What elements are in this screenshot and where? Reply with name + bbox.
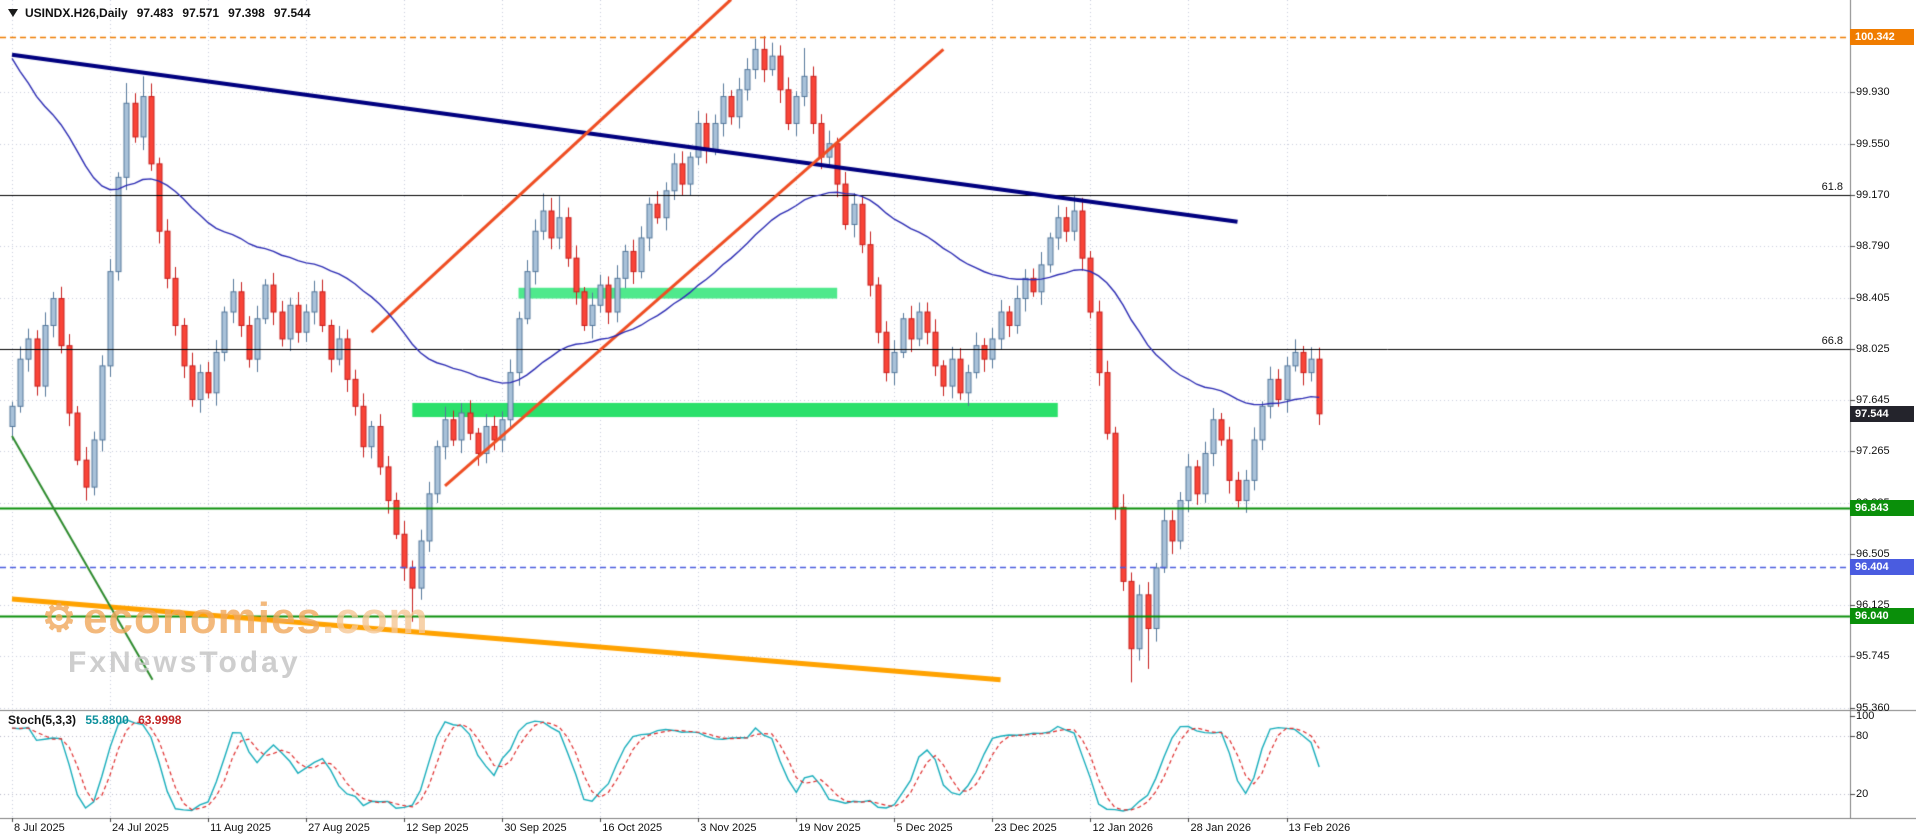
price-axis-label: 99.550 xyxy=(1856,137,1890,150)
chart-title-overlay: USINDX.H26,Daily 97.483 97.571 97.398 97… xyxy=(8,6,311,20)
green-support-tag-upper[interactable]: 96.843 xyxy=(1850,500,1914,517)
price-axis-label: 99.170 xyxy=(1856,188,1890,201)
indicator-label-overlay: Stoch(5,3,3) 55.8800 63.9998 xyxy=(8,713,181,727)
date-axis-label: 12 Sep 2025 xyxy=(406,822,469,834)
date-axis-label: 3 Nov 2025 xyxy=(700,822,757,834)
blue-line-tag[interactable]: 96.404 xyxy=(1850,559,1914,576)
indicator-name: Stoch(5,3,3) xyxy=(8,713,77,727)
date-axis-label: 24 Jul 2025 xyxy=(112,822,169,834)
date-axis-label: 13 Feb 2026 xyxy=(1288,822,1351,834)
chart-symbol-icon xyxy=(8,9,18,17)
price-axis-label: 97.265 xyxy=(1856,445,1890,458)
date-axis-label: 5 Dec 2025 xyxy=(896,822,953,834)
date-axis-label: 11 Aug 2025 xyxy=(210,822,272,834)
date-axis-label: 19 Nov 2025 xyxy=(798,822,861,834)
price-axis-label: 96.505 xyxy=(1856,547,1890,560)
date-axis-label: 16 Oct 2025 xyxy=(602,822,663,834)
price-axis-label: 99.930 xyxy=(1856,86,1890,99)
indicator-signal-value: 63.9998 xyxy=(138,713,182,727)
price-axis-label: 98.790 xyxy=(1856,240,1890,253)
price-axis[interactable]: 99.930 99.550 99.170 98.790 98.405 98.025 97.6… xyxy=(1850,0,1916,818)
ohlc-close: 97.544 xyxy=(273,6,311,20)
indicator-axis-label: 80 xyxy=(1856,729,1869,742)
indicator-main-value: 55.8800 xyxy=(85,713,129,727)
green-support-tag-lower[interactable]: 96.040 xyxy=(1850,608,1914,625)
indicator-axis-label: 100 xyxy=(1856,710,1875,722)
date-axis-label: 23 Dec 2025 xyxy=(994,822,1057,834)
date-axis-label: 12 Jan 2026 xyxy=(1092,822,1153,834)
date-axis-label: 8 Jul 2025 xyxy=(14,822,65,834)
symbol-period-label: USINDX.H26,Daily xyxy=(25,6,128,20)
current-price-tag: 97.544 xyxy=(1850,405,1914,422)
price-axis-label: 96.125 xyxy=(1856,598,1890,611)
date-axis-label: 27 Aug 2025 xyxy=(308,822,370,834)
date-axis-label: 28 Jan 2026 xyxy=(1190,822,1252,834)
orange-resistance-tag[interactable]: 100.342 xyxy=(1850,29,1914,45)
price-axis-label: 95.360 xyxy=(1856,701,1890,714)
price-axis-label: 97.645 xyxy=(1856,394,1890,407)
price-axis-label: 98.405 xyxy=(1856,291,1890,304)
ohlc-high: 97.571 xyxy=(182,6,220,20)
date-axis-label: 30 Sep 2025 xyxy=(504,822,567,834)
ohlc-low: 97.398 xyxy=(228,6,265,20)
indicator-axis-label: 20 xyxy=(1856,788,1869,801)
ohlc-open: 97.483 xyxy=(136,6,174,20)
price-axis-label: 98.025 xyxy=(1856,343,1890,356)
price-axis-label: 95.745 xyxy=(1856,650,1890,663)
time-axis[interactable]: 8 Jul 2025 24 Jul 2025 11 Aug 2025 27 Aug 2… xyxy=(0,818,1916,840)
